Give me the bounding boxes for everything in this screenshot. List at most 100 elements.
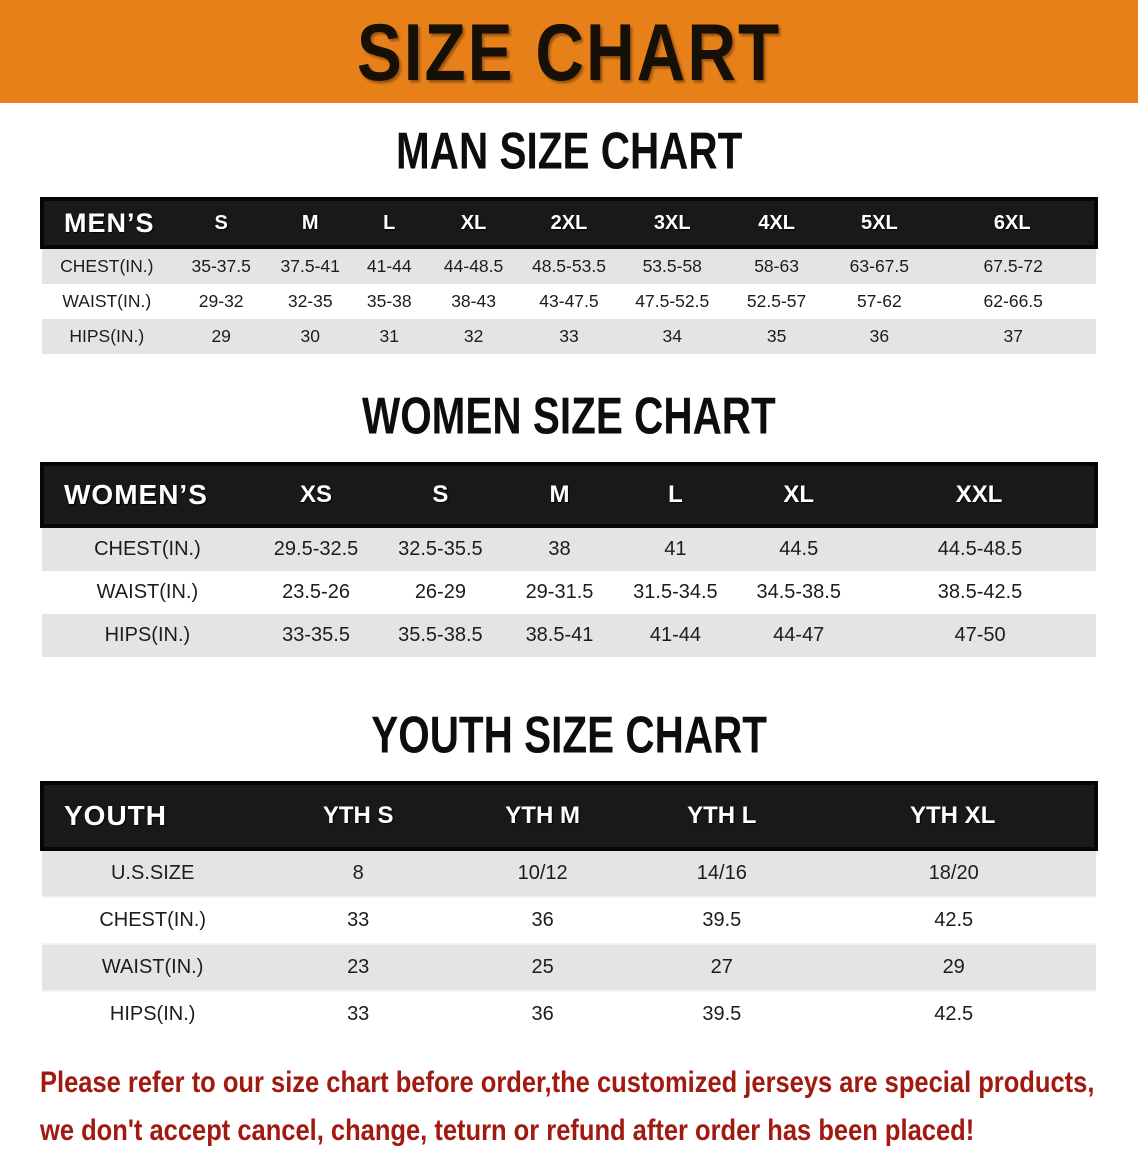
size-cell: 31.5-34.5 (633, 581, 718, 603)
size-cell: 37.5-41 (280, 256, 340, 276)
size-cell: 26-29 (414, 581, 466, 603)
youth-chest-row: CHEST(IN.) 33 36 39.5 42.5 (42, 896, 1096, 944)
size-cell: 10/12 (453, 848, 633, 897)
size-cell: 30 (300, 326, 320, 346)
size-cell: 35-37.5 (191, 256, 251, 276)
size-cell: 39.5 (632, 990, 812, 1037)
size-cell: 34 (662, 326, 682, 346)
men-size-table: MEN’S S M L XL 2XL 3XL 4XL 5XL 6XL CHEST… (40, 197, 1098, 354)
women-waist-row: WAIST(IN.) 23.5-26 26-29 29-31.5 31.5-34… (42, 571, 1096, 614)
size-cell: 35.5-38.5 (398, 624, 483, 646)
size-cell: 43-47.5 (539, 291, 599, 311)
youth-waist-row: WAIST(IN.) 23 25 27 29 (42, 943, 1096, 991)
size-cell: 18/20 (811, 848, 1096, 897)
youth-size-header: YTH M (453, 781, 633, 851)
youth-size-header: YTH S (263, 781, 454, 851)
size-cell: 36 (869, 326, 890, 346)
title-banner: SIZE CHART (0, 0, 1138, 103)
row-label: WAIST(IN.) (42, 943, 264, 991)
disclaimer-text: Please refer to our size chart before or… (40, 1059, 1128, 1155)
size-cell: 8 (263, 848, 454, 897)
size-cell: 53.5-58 (642, 256, 702, 276)
size-cell: 32.5-35.5 (398, 538, 483, 560)
size-cell: 36 (453, 896, 633, 944)
men-size-header: 6XL (930, 197, 1098, 249)
women-corner-label: WOMEN’S (40, 462, 253, 528)
size-cell: 41 (664, 538, 687, 560)
size-cell: 57-62 (856, 291, 902, 311)
size-cell: 38 (548, 538, 571, 560)
youth-corner-label: YOUTH (39, 781, 264, 851)
men-size-header: L (349, 197, 429, 249)
size-cell: 29-32 (198, 291, 244, 311)
men-header-row: MEN’S S M L XL 2XL 3XL 4XL 5XL 6XL (40, 197, 1098, 249)
youth-ussize-row: U.S.SIZE 8 10/12 14/16 18/20 (42, 848, 1096, 897)
size-cell: 27 (632, 943, 812, 991)
women-hips-row: HIPS(IN.) 33-35.5 35.5-38.5 38.5-41 41-4… (42, 614, 1096, 657)
youth-size-header: YTH XL (811, 781, 1098, 851)
women-section-heading: WOMEN SIZE CHART (0, 388, 1138, 446)
men-section-heading: MAN SIZE CHART (0, 123, 1138, 181)
women-section-heading-text: WOMEN SIZE CHART (362, 387, 776, 446)
women-size-header: M (501, 462, 618, 528)
size-cell: 23 (263, 943, 454, 991)
men-section-heading-text: MAN SIZE CHART (395, 122, 743, 181)
youth-size-header: YTH L (632, 781, 812, 851)
row-label: WAIST(IN.) (96, 581, 199, 603)
size-cell: 48.5-53.5 (531, 256, 606, 276)
size-cell: 44-48.5 (443, 256, 504, 276)
men-size-header: 2XL (518, 197, 620, 249)
men-size-header: M (270, 197, 350, 249)
women-chest-row: CHEST(IN.) 29.5-32.5 32.5-35.5 38 41 44.… (42, 526, 1096, 571)
size-cell: 47-50 (954, 624, 1006, 646)
men-size-header: 5XL (828, 197, 931, 249)
women-size-header: L (617, 462, 734, 528)
size-cell: 41-44 (649, 624, 701, 646)
size-cell: 29.5-32.5 (273, 538, 359, 560)
size-cell: 33 (263, 990, 454, 1037)
size-cell: 44.5-48.5 (937, 538, 1023, 560)
size-cell: 58-63 (754, 256, 799, 276)
row-label: CHEST(IN.) (60, 256, 154, 276)
youth-section-heading: YOUTH SIZE CHART (0, 707, 1138, 765)
size-cell: 39.5 (632, 896, 812, 944)
men-corner-label: MEN’S (40, 197, 172, 249)
size-cell: 33-35.5 (282, 624, 350, 646)
men-size-header: XL (428, 197, 519, 249)
men-size-header: S (171, 197, 271, 249)
youth-section-heading-text: YOUTH SIZE CHART (371, 706, 767, 765)
size-cell: 44-47 (773, 624, 825, 646)
disclaimer-line-1: Please refer to our size chart before or… (40, 1066, 1095, 1099)
size-cell: 37 (1003, 326, 1023, 346)
youth-header-row: YOUTH YTH S YTH M YTH L YTH XL (39, 781, 1098, 851)
size-cell: 14/16 (632, 848, 812, 897)
women-size-header: XS (252, 462, 380, 528)
size-cell: 35 (766, 326, 787, 346)
women-size-header: XL (733, 462, 865, 528)
size-cell: 33 (559, 326, 579, 346)
size-cell: 47.5-52.5 (635, 291, 710, 311)
youth-hips-row: HIPS(IN.) 33 36 39.5 42.5 (42, 990, 1096, 1037)
size-cell: 38.5-41 (525, 624, 594, 646)
row-label: CHEST(IN.) (94, 538, 201, 560)
size-cell: 32-35 (287, 291, 333, 311)
page-title: SIZE CHART (356, 6, 782, 97)
row-label: U.S.SIZE (42, 848, 264, 897)
size-cell: 35-38 (366, 291, 412, 311)
youth-size-table: YOUTH YTH S YTH M YTH L YTH XL U.S.SIZE … (39, 781, 1098, 1037)
women-size-header: S (379, 462, 502, 528)
size-cell: 42.5 (811, 896, 1096, 944)
women-size-table: WOMEN’S XS S M L XL XXL CHEST(IN.) 29.5-… (40, 462, 1098, 657)
size-cell: 38.5-42.5 (937, 581, 1023, 603)
men-waist-row: WAIST(IN.) 29-32 32-35 35-38 38-43 43-47… (42, 284, 1096, 319)
men-size-header: 3XL (619, 197, 725, 249)
size-cell: 23.5-26 (282, 581, 350, 603)
women-header-row: WOMEN’S XS S M L XL XXL (40, 462, 1098, 528)
size-cell: 29-31.5 (525, 581, 594, 603)
size-cell: 29 (811, 943, 1096, 991)
size-cell: 38-43 (451, 291, 496, 311)
row-label: HIPS(IN.) (42, 990, 264, 1037)
women-size-header: XXL (864, 462, 1098, 528)
row-label: HIPS(IN.) (104, 624, 191, 646)
size-cell: 42.5 (811, 990, 1096, 1037)
